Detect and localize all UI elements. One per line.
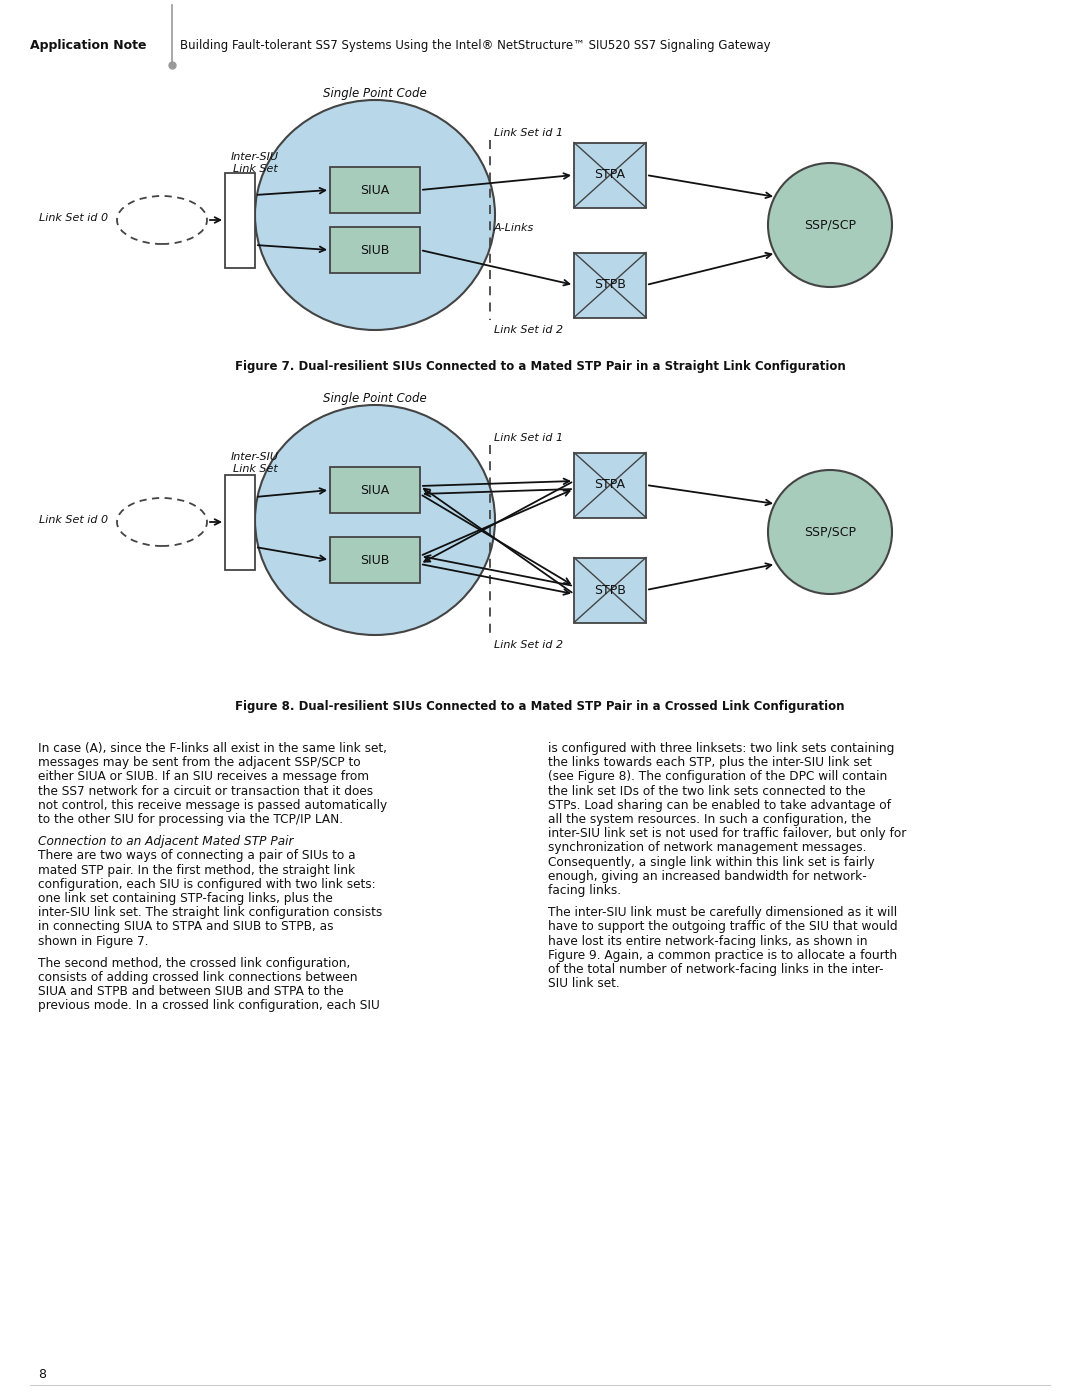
Bar bbox=[573, 557, 646, 623]
Text: STPA: STPA bbox=[594, 169, 625, 182]
Text: one link set containing STP-facing links, plus the: one link set containing STP-facing links… bbox=[38, 893, 333, 905]
Text: Link Set: Link Set bbox=[232, 163, 278, 175]
Text: SIUA and STPB and between SIUB and STPA to the: SIUA and STPB and between SIUB and STPA … bbox=[38, 985, 343, 999]
Bar bbox=[573, 253, 646, 317]
Text: Inter-SIU: Inter-SIU bbox=[231, 453, 279, 462]
Text: The second method, the crossed link configuration,: The second method, the crossed link conf… bbox=[38, 957, 350, 970]
Text: of the total number of network-facing links in the inter-: of the total number of network-facing li… bbox=[548, 963, 883, 977]
Text: Link Set: Link Set bbox=[232, 464, 278, 474]
Text: the SS7 network for a circuit or transaction that it does: the SS7 network for a circuit or transac… bbox=[38, 785, 373, 798]
Text: SSP/SCP: SSP/SCP bbox=[804, 525, 856, 538]
Bar bbox=[330, 467, 420, 513]
Text: A-Links: A-Links bbox=[494, 224, 535, 233]
Text: inter-SIU link set is not used for traffic failover, but only for: inter-SIU link set is not used for traff… bbox=[548, 827, 906, 840]
Bar bbox=[330, 536, 420, 583]
Bar bbox=[330, 168, 420, 212]
Text: consists of adding crossed link connections between: consists of adding crossed link connecti… bbox=[38, 971, 357, 983]
Text: Link Set id 1: Link Set id 1 bbox=[494, 129, 563, 138]
Text: The inter-SIU link must be carefully dimensioned as it will: The inter-SIU link must be carefully dim… bbox=[548, 907, 897, 919]
Text: not control, this receive message is passed automatically: not control, this receive message is pas… bbox=[38, 799, 387, 812]
Bar bbox=[225, 475, 255, 570]
Ellipse shape bbox=[255, 101, 495, 330]
Text: either SIUA or SIUB. If an SIU receives a message from: either SIUA or SIUB. If an SIU receives … bbox=[38, 770, 369, 784]
Text: mated STP pair. In the first method, the straight link: mated STP pair. In the first method, the… bbox=[38, 863, 355, 876]
Text: SIUA: SIUA bbox=[361, 183, 390, 197]
Ellipse shape bbox=[255, 405, 495, 636]
Text: facing links.: facing links. bbox=[548, 884, 621, 897]
Text: STPB: STPB bbox=[594, 584, 626, 597]
Text: have lost its entire network-facing links, as shown in: have lost its entire network-facing link… bbox=[548, 935, 867, 947]
Text: Connection to an Adjacent Mated STP Pair: Connection to an Adjacent Mated STP Pair bbox=[38, 835, 294, 848]
Text: messages may be sent from the adjacent SSP/SCP to: messages may be sent from the adjacent S… bbox=[38, 756, 361, 770]
Text: There are two ways of connecting a pair of SIUs to a: There are two ways of connecting a pair … bbox=[38, 849, 355, 862]
Text: SSP/SCP: SSP/SCP bbox=[804, 218, 856, 232]
Text: Link Set id 1: Link Set id 1 bbox=[494, 433, 563, 443]
Text: Single Point Code: Single Point Code bbox=[323, 87, 427, 101]
Text: configuration, each SIU is configured with two link sets:: configuration, each SIU is configured wi… bbox=[38, 877, 376, 891]
Text: the links towards each STP, plus the inter-SIU link set: the links towards each STP, plus the int… bbox=[548, 756, 872, 770]
Text: in connecting SIUA to STPA and SIUB to STPB, as: in connecting SIUA to STPA and SIUB to S… bbox=[38, 921, 334, 933]
Text: Figure 9. Again, a common practice is to allocate a fourth: Figure 9. Again, a common practice is to… bbox=[548, 949, 897, 961]
Text: Inter-SIU: Inter-SIU bbox=[231, 152, 279, 162]
Text: Figure 7. Dual-resilient SIUs Connected to a Mated STP Pair in a Straight Link C: Figure 7. Dual-resilient SIUs Connected … bbox=[234, 360, 846, 373]
Circle shape bbox=[768, 163, 892, 286]
Text: Consequently, a single link within this link set is fairly: Consequently, a single link within this … bbox=[548, 855, 875, 869]
Text: inter-SIU link set. The straight link configuration consists: inter-SIU link set. The straight link co… bbox=[38, 907, 382, 919]
Bar bbox=[330, 226, 420, 272]
Text: all the system resources. In such a configuration, the: all the system resources. In such a conf… bbox=[548, 813, 872, 826]
Text: STPA: STPA bbox=[594, 479, 625, 492]
Text: SIU link set.: SIU link set. bbox=[548, 977, 620, 990]
Text: Single Point Code: Single Point Code bbox=[323, 393, 427, 405]
Text: the link set IDs of the two link sets connected to the: the link set IDs of the two link sets co… bbox=[548, 785, 865, 798]
Circle shape bbox=[768, 469, 892, 594]
Text: Figure 8. Dual-resilient SIUs Connected to a Mated STP Pair in a Crossed Link Co: Figure 8. Dual-resilient SIUs Connected … bbox=[235, 700, 845, 712]
Text: Link Set id 0: Link Set id 0 bbox=[39, 515, 108, 525]
Text: Building Fault-tolerant SS7 Systems Using the Intel® NetStructure™ SIU520 SS7 Si: Building Fault-tolerant SS7 Systems Usin… bbox=[180, 39, 771, 52]
Text: (see Figure 8). The configuration of the DPC will contain: (see Figure 8). The configuration of the… bbox=[548, 770, 888, 784]
Text: Application Note: Application Note bbox=[30, 39, 147, 52]
Text: to the other SIU for processing via the TCP/IP LAN.: to the other SIU for processing via the … bbox=[38, 813, 343, 826]
Text: enough, giving an increased bandwidth for network-: enough, giving an increased bandwidth fo… bbox=[548, 870, 867, 883]
Bar bbox=[225, 172, 255, 267]
Text: shown in Figure 7.: shown in Figure 7. bbox=[38, 935, 148, 947]
Text: SIUA: SIUA bbox=[361, 483, 390, 496]
Bar bbox=[573, 142, 646, 208]
Text: Link Set id 2: Link Set id 2 bbox=[494, 326, 563, 335]
Text: SIUB: SIUB bbox=[361, 553, 390, 567]
Text: 8: 8 bbox=[38, 1369, 46, 1382]
Text: is configured with three linksets: two link sets containing: is configured with three linksets: two l… bbox=[548, 742, 894, 754]
Text: STPB: STPB bbox=[594, 278, 626, 292]
Text: Link Set id 2: Link Set id 2 bbox=[494, 640, 563, 650]
Text: In case (A), since the F-links all exist in the same link set,: In case (A), since the F-links all exist… bbox=[38, 742, 387, 754]
Text: synchronization of network management messages.: synchronization of network management me… bbox=[548, 841, 866, 855]
Text: STPs. Load sharing can be enabled to take advantage of: STPs. Load sharing can be enabled to tak… bbox=[548, 799, 891, 812]
Text: have to support the outgoing traffic of the SIU that would: have to support the outgoing traffic of … bbox=[548, 921, 897, 933]
Text: Link Set id 0: Link Set id 0 bbox=[39, 212, 108, 224]
Bar bbox=[573, 453, 646, 517]
Text: SIUB: SIUB bbox=[361, 243, 390, 257]
Text: previous mode. In a crossed link configuration, each SIU: previous mode. In a crossed link configu… bbox=[38, 999, 380, 1013]
